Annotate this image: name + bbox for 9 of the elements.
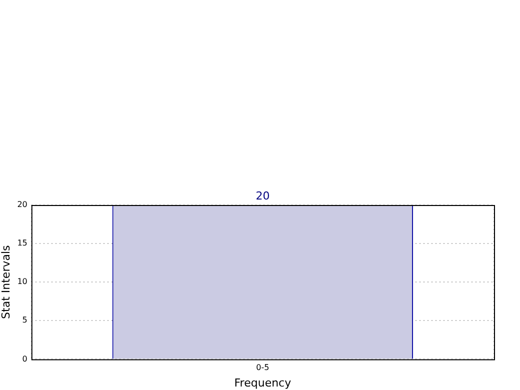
y-tick-label: 15 <box>17 238 28 248</box>
y-tick-label: 10 <box>17 277 28 286</box>
y-tick-label: 0 <box>22 354 28 364</box>
y-tick-label: 5 <box>22 316 28 325</box>
y-axis-title: Stat Intervals <box>0 244 12 319</box>
y-tick-label: 20 <box>17 200 28 210</box>
x-axis-title: Frequency <box>234 376 292 390</box>
x-tick-label: 0-5 <box>256 363 270 372</box>
data-label: 20 <box>256 189 270 202</box>
